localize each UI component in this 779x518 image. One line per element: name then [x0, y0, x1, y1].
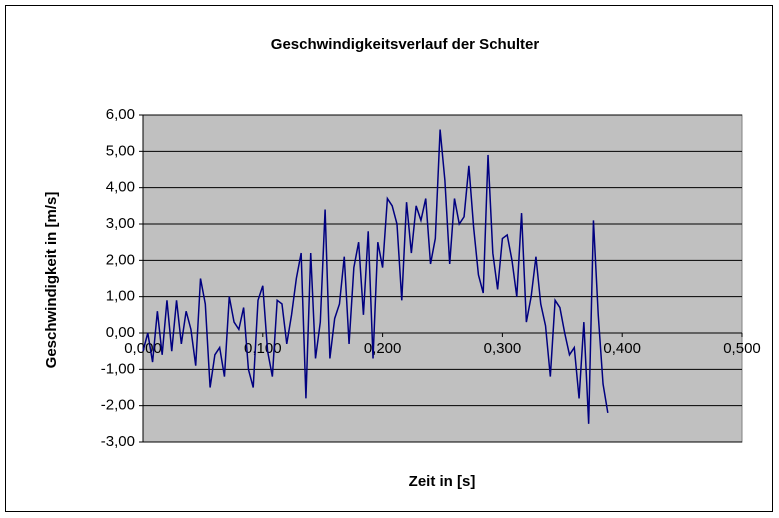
plot-area: [142, 114, 743, 443]
y-tick-label: -1,00: [101, 360, 135, 377]
y-tick-label: 6,00: [106, 106, 135, 123]
x-tick-label: 0,100: [244, 340, 282, 357]
y-tick-label: 1,00: [106, 288, 135, 305]
x-tick-label: 0,500: [723, 340, 761, 357]
chart-title: Geschwindigkeitsverlauf der Schulter: [271, 36, 540, 53]
y-tick-label: 3,00: [106, 215, 135, 232]
x-tick-label: 0,200: [364, 340, 402, 357]
x-tick-label: 0,300: [484, 340, 522, 357]
y-tick-label: 5,00: [106, 142, 135, 159]
y-tick-label: 0,00: [106, 324, 135, 341]
y-tick-label: -3,00: [101, 433, 135, 450]
y-tick-label: 4,00: [106, 179, 135, 196]
y-tick-label: 2,00: [106, 251, 135, 268]
y-axis-label: Geschwindigkeit in [m/s]: [43, 192, 60, 369]
data-line: [142, 129, 609, 424]
y-tick-label: -2,00: [101, 397, 135, 414]
x-axis-label: Zeit in [s]: [409, 473, 476, 490]
x-tick-label: 0,400: [603, 340, 641, 357]
